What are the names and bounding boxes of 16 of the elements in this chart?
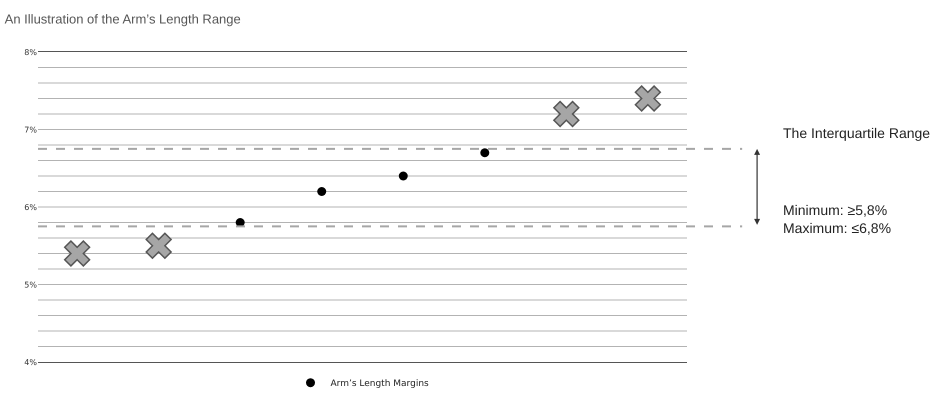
point	[480, 148, 490, 158]
point	[317, 187, 326, 196]
chart-title: An Illustration of the Arm’s Length Range	[4, 11, 241, 26]
text: Minimum: ≥5,8% Maximum: ≤6,8%	[783, 202, 892, 236]
point	[398, 172, 408, 180]
y-tick-label: 5%	[24, 280, 38, 290]
legend-label: Arm’s Length Margins	[330, 379, 430, 390]
point	[553, 100, 580, 128]
point	[634, 85, 662, 112]
y-tick-label: 6%	[24, 202, 38, 212]
y-tick-label: 8%	[24, 48, 38, 57]
y-tick-label: 7%	[24, 125, 38, 134]
point	[145, 232, 172, 259]
point	[64, 240, 90, 267]
text: 4%	[24, 358, 37, 367]
text: The Interquartile Range	[783, 125, 930, 141]
